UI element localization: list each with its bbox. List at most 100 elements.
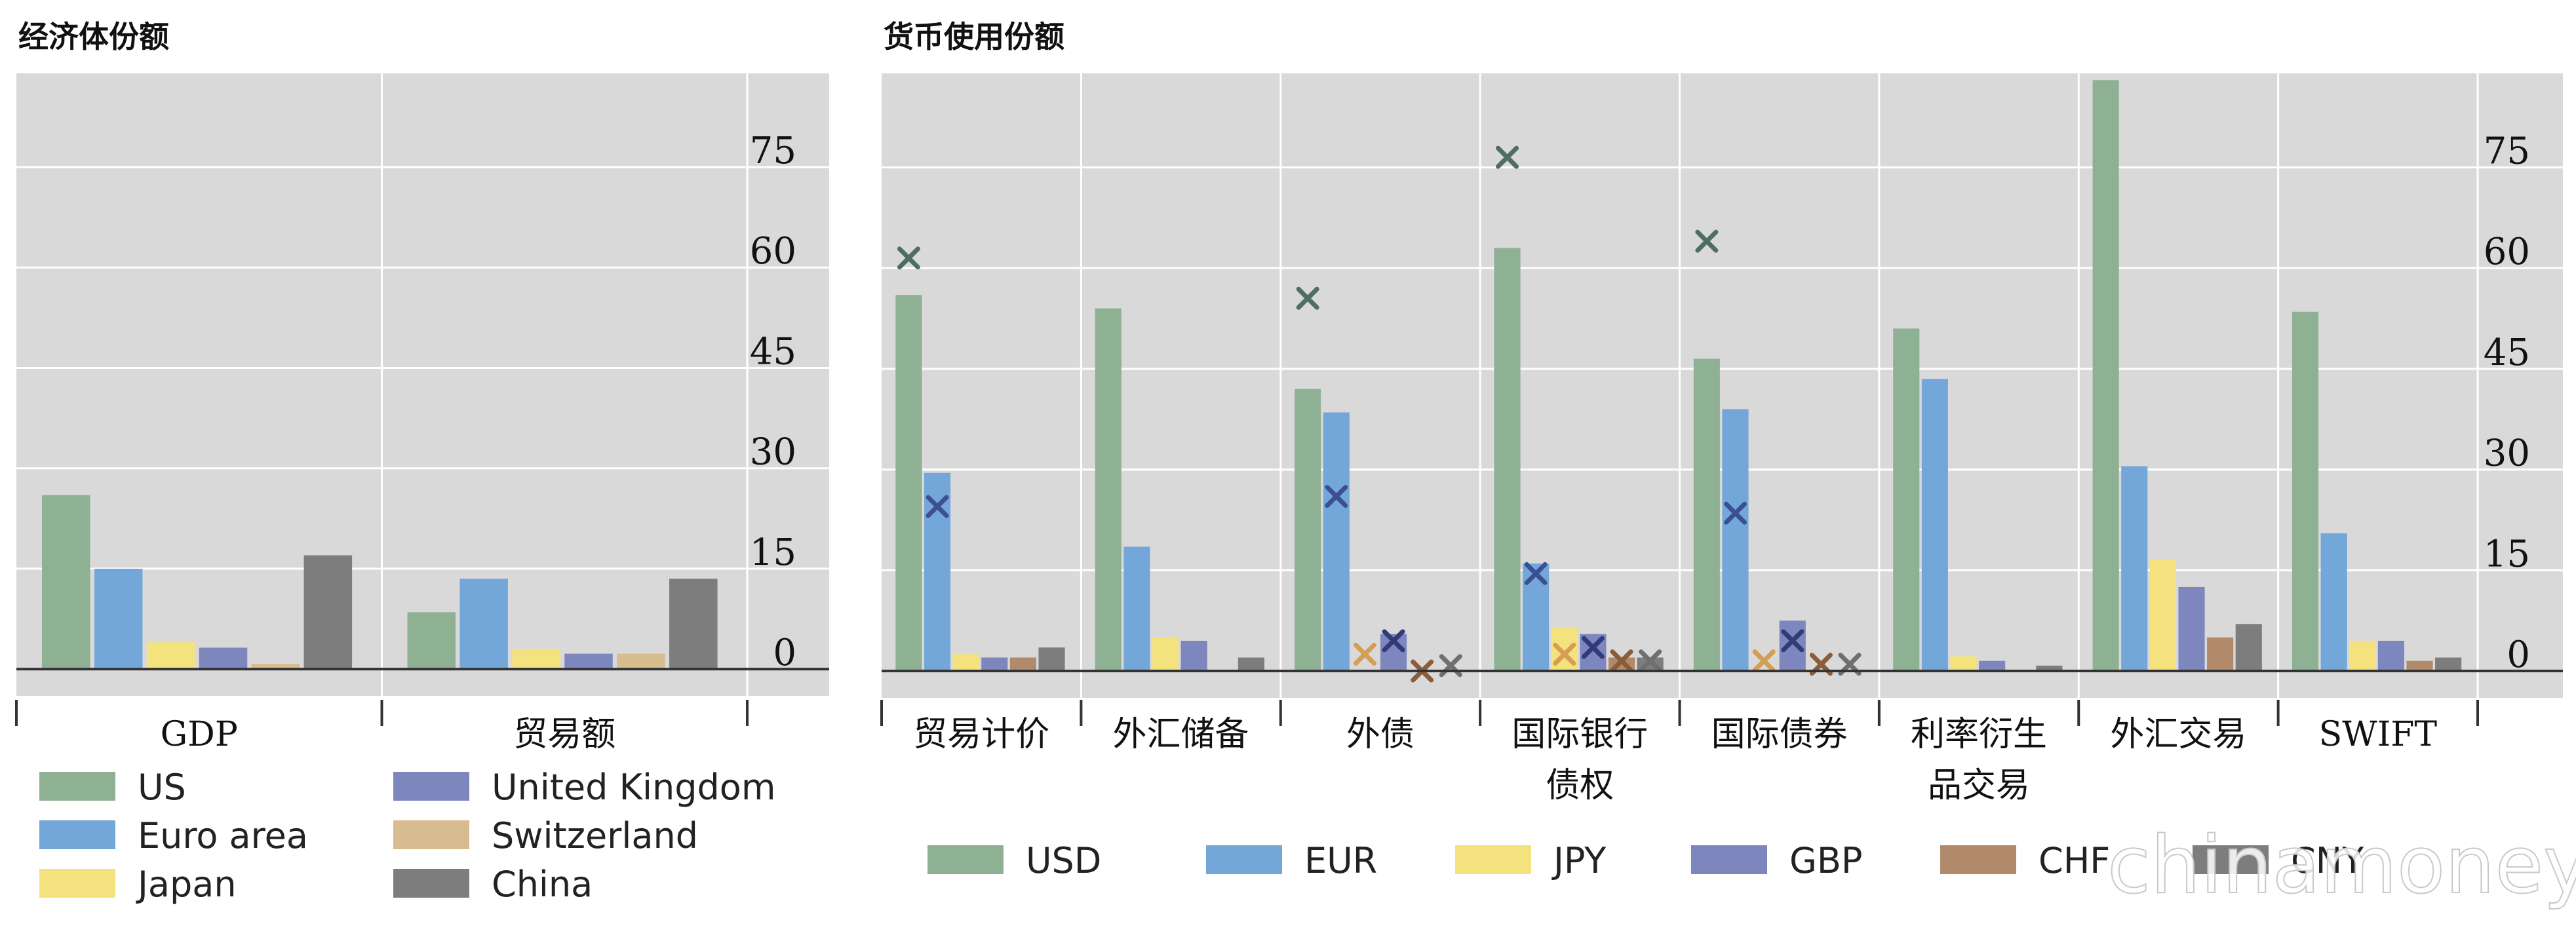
x-marker [1639, 649, 1662, 673]
y-tick-label: 15 [2484, 533, 2530, 575]
legend-currency: USD EUR JPY GBP CHF CNY [927, 840, 2364, 881]
bar [1152, 637, 1179, 672]
legend-swatch [39, 869, 115, 898]
legend-item: JPY [1455, 840, 1607, 881]
y-tick-label: 30 [750, 431, 796, 474]
x-marker [1610, 649, 1633, 673]
legend-item: USD [927, 840, 1101, 881]
category-label: 国际债券 [1711, 715, 1848, 754]
bar [669, 579, 718, 670]
legend-item: CNY [2193, 840, 2364, 881]
x-marker-stroke [1325, 485, 1348, 508]
bar [251, 663, 300, 670]
legend-label: US [138, 767, 186, 808]
category-label: 外债 [1346, 715, 1415, 754]
category-label-line: 外汇储备 [1113, 715, 1249, 754]
bar [2406, 660, 2433, 672]
x-marker-stroke [1581, 636, 1605, 659]
bar [1009, 657, 1036, 672]
bar [1722, 409, 1749, 672]
y-tick-label: 75 [2484, 130, 2530, 172]
bar [617, 653, 665, 670]
x-marker-stroke [1495, 145, 1519, 169]
category-label-line: 外债 [1346, 715, 1415, 754]
y-tick-label: 45 [750, 330, 796, 373]
category-label-line: 品交易 [1928, 766, 2030, 805]
bar [981, 657, 1008, 672]
bar [924, 472, 951, 672]
x-marker [1553, 642, 1576, 666]
legend-label: CHF [2039, 840, 2110, 881]
y-tick-label: 0 [2507, 634, 2530, 676]
bar [1921, 379, 1948, 672]
x-marker-stroke [1382, 629, 1405, 653]
bar [1979, 660, 2006, 672]
category-label: 贸易计价 [913, 715, 1049, 754]
category-label: SWIFT [2319, 715, 2438, 754]
category-label-line: 贸易计价 [913, 715, 1049, 754]
bar [94, 568, 143, 670]
x-marker [1524, 562, 1548, 585]
legend-item: Japan [39, 864, 237, 905]
bar [2207, 637, 2234, 672]
x-marker-stroke [1781, 629, 1805, 653]
bar [512, 649, 560, 670]
category-label-line: 债权 [1546, 766, 1614, 805]
panel-title: 货币使用份额 [884, 19, 1064, 54]
legend-label: EUR [1304, 840, 1377, 881]
legend-item: Euro area [39, 815, 308, 856]
x-marker-stroke [1639, 649, 1662, 673]
y-tick-label: 60 [2484, 231, 2530, 273]
x-marker [1353, 642, 1376, 666]
legend-swatch [393, 820, 469, 849]
x-marker [1495, 145, 1519, 169]
category-label-line: GDP [161, 715, 238, 754]
legend-label: GBP [1789, 840, 1862, 881]
bar [2292, 311, 2319, 672]
legend-item: United Kingdom [393, 767, 775, 808]
x-marker-stroke [1353, 642, 1376, 666]
bar [2092, 80, 2119, 672]
bar [2320, 533, 2347, 672]
x-marker [1724, 501, 1747, 525]
x-marker-stroke [1524, 562, 1548, 585]
legend-label: Japan [136, 864, 237, 905]
x-marker-stroke [926, 495, 949, 518]
bar [564, 653, 613, 670]
legend-label: JPY [1551, 840, 1607, 881]
legend-swatch [39, 820, 115, 849]
legend-swatch [1940, 845, 2016, 874]
legend-item: CHF [1940, 840, 2110, 881]
bar [1494, 248, 1521, 672]
category-label-line: 国际债券 [1711, 715, 1848, 754]
legend-economy: US Euro area Japan United Kingdom Switzerlan… [39, 767, 775, 905]
bar [146, 642, 195, 670]
x-marker [926, 495, 949, 518]
category-label: 贸易额 [513, 715, 615, 754]
bar [199, 647, 248, 670]
legend-label: Euro area [138, 815, 308, 856]
bar [1181, 640, 1207, 672]
y-tick-label: 60 [750, 230, 796, 273]
category-label: 外汇储备 [1113, 715, 1249, 754]
y-tick-label: 30 [2484, 432, 2530, 475]
watermark: chinamoney [2107, 820, 2576, 911]
bar [1295, 389, 1321, 672]
y-tick-label: 15 [750, 531, 796, 574]
y-tick-label: 75 [750, 130, 796, 172]
legend-label: China [492, 864, 593, 905]
bar [2036, 665, 2063, 672]
panel-currency-share: 0 15 30 45 60 75 贸易计价 外汇储备 外债 国际银行债权 国际债券 利率衍生品交易 外汇… [880, 19, 2563, 805]
category-label-line: 外汇交易 [2110, 715, 2246, 754]
y-tick-label: 45 [2484, 332, 2530, 374]
bar [2235, 624, 2262, 672]
x-marker-stroke [1752, 649, 1776, 673]
legend-swatch [1206, 845, 1282, 874]
panel-title: 经济体份额 [18, 19, 169, 54]
x-marker-stroke [1296, 286, 1319, 310]
x-marker-stroke [897, 246, 920, 270]
legend-swatch [2193, 845, 2269, 874]
legend-swatch [1691, 845, 1767, 874]
legend-label: Switzerland [492, 815, 698, 856]
